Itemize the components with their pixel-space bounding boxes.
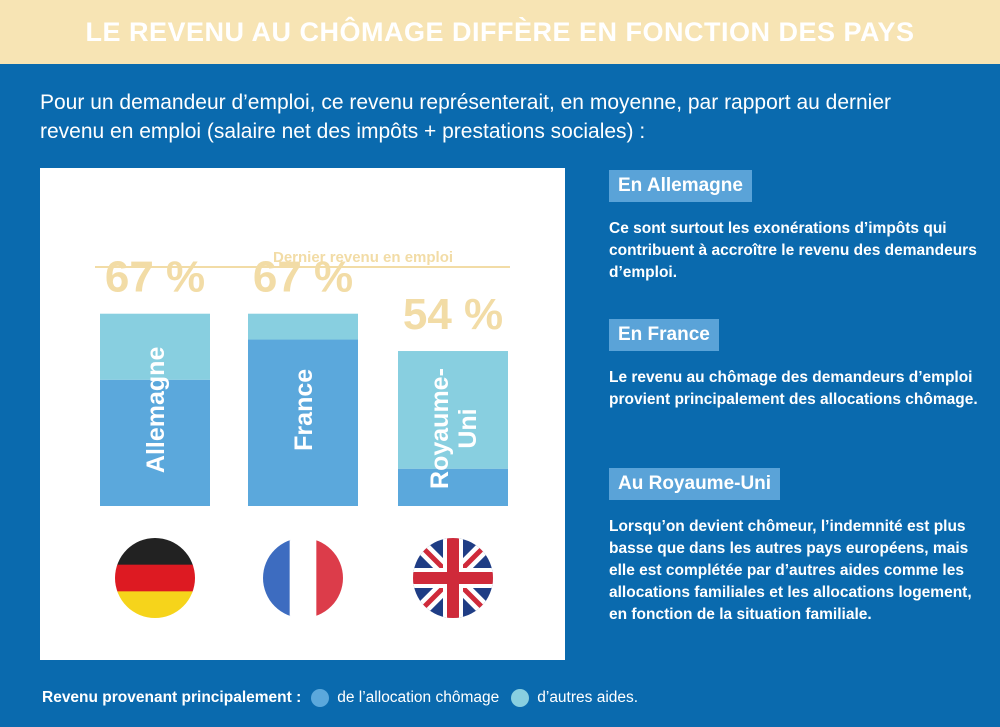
- legend-label: Revenu provenant principalement :: [42, 689, 302, 706]
- category-label: Allemagne: [142, 347, 170, 474]
- chart-panel: Dernier revenu en emploi 67 % Allemagne 67 …: [40, 168, 565, 660]
- flag-stripe: [115, 564, 195, 593]
- country-block-france: En France Le revenu au chômage des deman…: [609, 319, 979, 411]
- legend-dot-allocation: [311, 689, 330, 707]
- legend-item-allocation: de l’allocation chômage: [311, 689, 499, 707]
- flag-cross-red: [413, 572, 493, 584]
- flag-stripe: [289, 538, 318, 618]
- legend: Revenu provenant principalement : de l’a…: [42, 686, 650, 710]
- flag-stripe: [115, 591, 195, 618]
- data-label: 67 %: [253, 253, 353, 302]
- legend-item-label: de l’allocation chômage: [337, 689, 500, 706]
- bar-segment-other-aid: [100, 313, 210, 380]
- intro-text: Pour un demandeur d’emploi, ce revenu re…: [40, 91, 892, 143]
- country-text: Le revenu au chômage des demandeurs d’em…: [609, 369, 978, 408]
- category-label: France: [290, 369, 318, 451]
- flag-france-icon: [263, 538, 343, 618]
- flag-stripe: [115, 538, 195, 566]
- category-label-line: Uni: [454, 408, 482, 448]
- legend-item-other-aid: d’autres aides.: [511, 689, 638, 707]
- bar-segment-allocation: [248, 339, 358, 506]
- country-heading: En Allemagne: [609, 170, 752, 202]
- country-text: Lorsqu’on devient chômeur, l’indemnité e…: [609, 518, 972, 623]
- flag-germany-icon: [115, 538, 195, 618]
- bar-segment-other-aid: [248, 313, 358, 340]
- flag-stripe: [263, 538, 291, 618]
- country-block-uk: Au Royaume-Uni Lorsqu’on devient chômeur…: [609, 468, 979, 626]
- category-label-line: Royaume-: [426, 368, 454, 489]
- legend-dot-other-aid: [511, 689, 530, 707]
- bar-segment-other-aid: [398, 351, 508, 469]
- category-label-line: France: [290, 369, 318, 451]
- title-banner: LE REVENU AU CHÔMAGE DIFFÈRE EN FONCTION…: [0, 0, 1000, 64]
- flag-uk-icon: [413, 538, 493, 618]
- bar-segment-allocation: [100, 379, 210, 506]
- category-label-line: Allemagne: [142, 347, 170, 474]
- country-heading: Au Royaume-Uni: [609, 468, 781, 500]
- page-title: LE REVENU AU CHÔMAGE DIFFÈRE EN FONCTION…: [85, 16, 915, 47]
- country-block-germany: En Allemagne Ce sont surtout les exonéra…: [609, 170, 979, 284]
- category-label: Royaume- Uni: [426, 368, 482, 489]
- reference-label: Dernier revenu en emploi: [273, 249, 453, 266]
- country-heading: En France: [609, 319, 719, 351]
- legend-item-label: d’autres aides.: [537, 689, 639, 706]
- data-label: 67 %: [105, 253, 205, 302]
- country-text: Ce sont surtout les exonérations d’impôt…: [609, 220, 977, 281]
- flag-stripe: [316, 538, 343, 618]
- data-label: 54 %: [403, 290, 503, 339]
- bar-segment-allocation: [398, 468, 508, 506]
